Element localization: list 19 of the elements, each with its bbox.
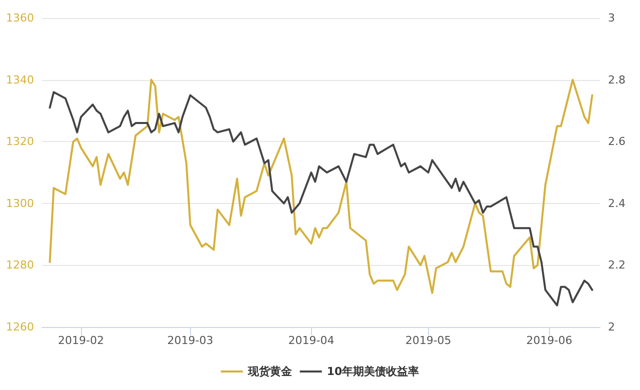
- x-tick-label: 2019-04: [288, 334, 334, 347]
- y2-tick-label: 3: [608, 12, 615, 24]
- y2-tick-label: 2.2: [608, 258, 626, 272]
- y-tick-label: 1260: [6, 320, 34, 334]
- y-tick-label: 1320: [6, 135, 34, 148]
- y-tick-label: 1280: [6, 258, 34, 272]
- y-tick-label: 1300: [6, 196, 34, 210]
- x-tick-label: 2019-02: [58, 334, 104, 347]
- y-tick-label: 1360: [6, 12, 34, 24]
- y2-tick-label: 2: [608, 320, 615, 334]
- x-tick-label: 2019-05: [405, 334, 452, 347]
- legend-label: 10年期美债收益率: [326, 365, 420, 378]
- y2-tick-label: 2.6: [608, 135, 626, 148]
- y2-tick-label: 2.8: [608, 73, 626, 86]
- y-tick-label: 1340: [6, 73, 34, 86]
- y2-tick-label: 2.4: [608, 196, 626, 210]
- x-tick-label: 2019-03: [167, 334, 214, 347]
- legend-label: 现货黄金: [246, 365, 293, 378]
- x-tick-label: 2019-06: [526, 334, 572, 347]
